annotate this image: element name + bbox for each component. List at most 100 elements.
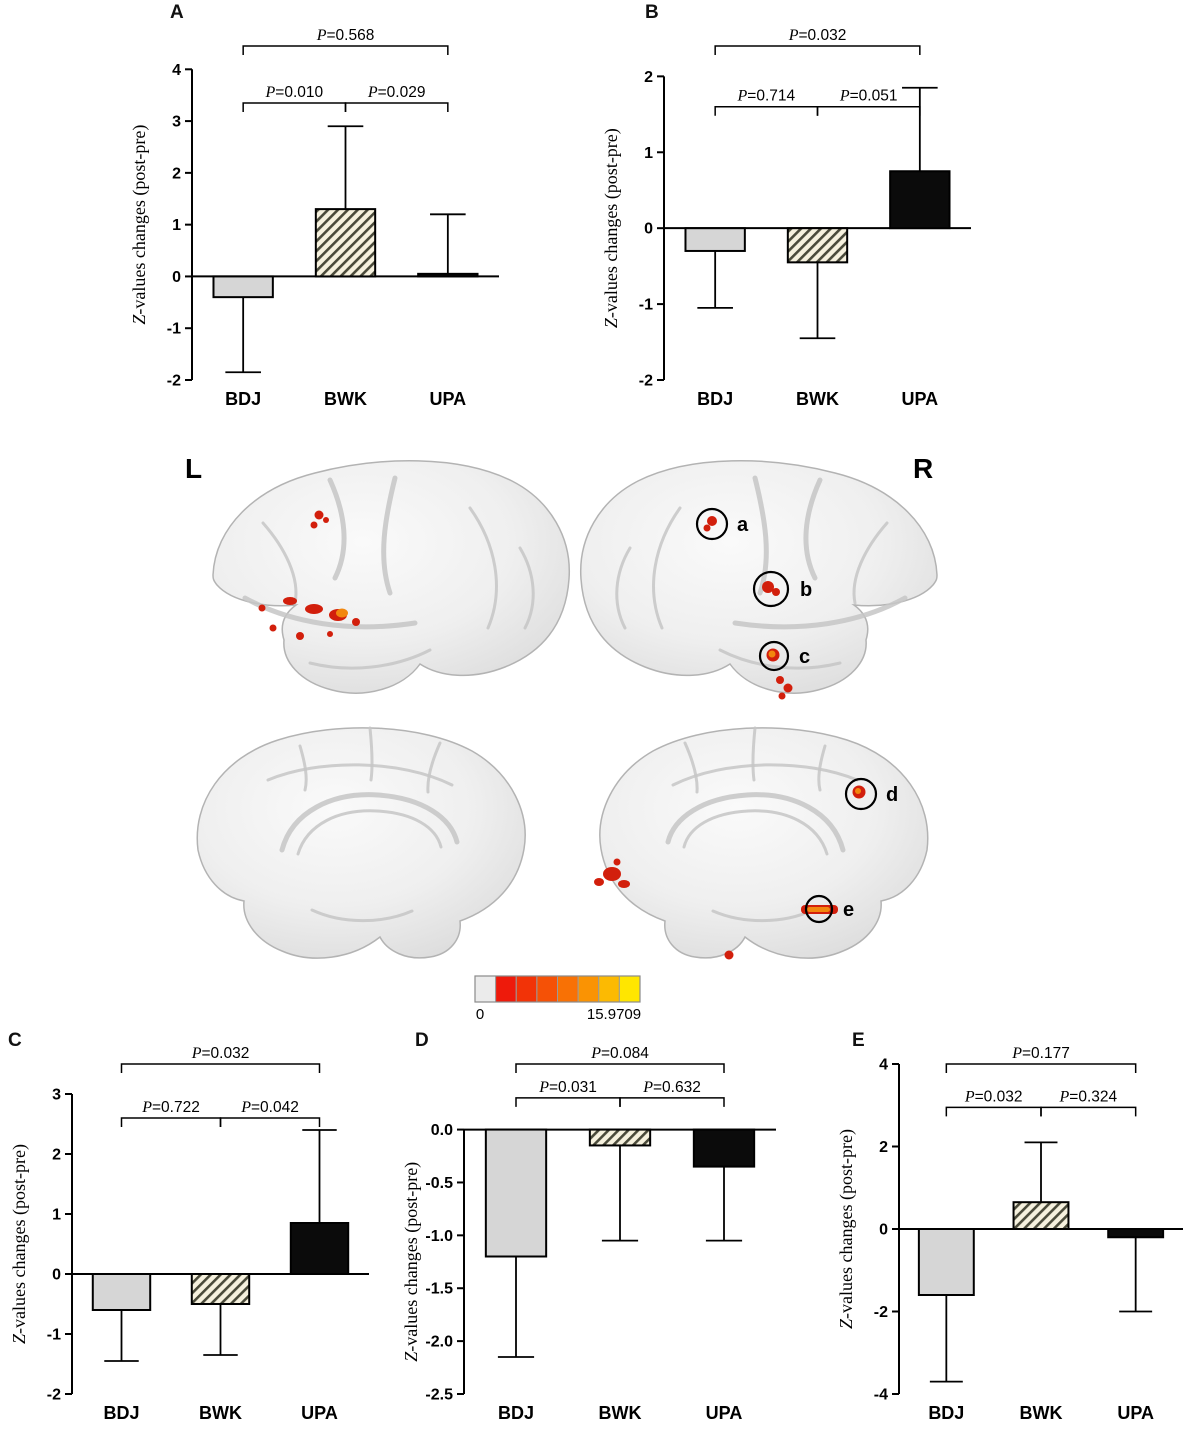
- bar-chart-panel-b: 2 1 0 -1 -2 Z-values changes (post-pre) BDJ BWK…: [601, 27, 971, 409]
- svg-text:BWK: BWK: [199, 1403, 242, 1423]
- svg-text:P=0.032: P=0.032: [964, 1088, 1023, 1105]
- svg-text:UPA: UPA: [901, 389, 938, 409]
- svg-text:-2: -2: [47, 1387, 61, 1404]
- svg-text:-1: -1: [167, 321, 181, 338]
- svg-text:2: 2: [644, 69, 653, 86]
- svg-text:BDJ: BDJ: [498, 1403, 534, 1423]
- region-circle-e: [804, 894, 834, 924]
- svg-text:P=0.032: P=0.032: [788, 27, 847, 44]
- svg-text:BDJ: BDJ: [103, 1403, 139, 1423]
- svg-text:P=0.042: P=0.042: [240, 1099, 299, 1116]
- bar-chart-panel-e: 4 2 0 -2 -4 Z-values changes (post-pre) BDJ BWK…: [836, 1045, 1183, 1423]
- region-circle-d: [844, 777, 878, 811]
- svg-text:Z-values changes (post-pre): Z-values changes (post-pre): [129, 125, 150, 325]
- svg-text:BDJ: BDJ: [225, 389, 261, 409]
- svg-text:0: 0: [172, 269, 181, 286]
- svg-text:2: 2: [172, 165, 181, 182]
- brain-right-medial: d e: [594, 726, 929, 960]
- region-label-a: a: [737, 514, 749, 536]
- brain-left-lateral: [212, 460, 571, 694]
- svg-text:Z-values changes (post-pre): Z-values changes (post-pre): [601, 128, 622, 328]
- bar-chart-panel-c: 3 2 1 0 -1 -2 Z-values changes (post-pre) BDJ BW…: [9, 1045, 369, 1423]
- svg-text:BWK: BWK: [599, 1403, 642, 1423]
- svg-text:UPA: UPA: [429, 389, 466, 409]
- region-label-b: b: [800, 579, 812, 601]
- svg-text:UPA: UPA: [706, 1403, 743, 1423]
- activation-spots-left-lateral: [258, 510, 360, 640]
- activation-spots-right-lateral: [703, 516, 793, 700]
- brain-right-lateral: a b c: [579, 460, 938, 700]
- svg-text:-1: -1: [639, 297, 653, 314]
- svg-text:3: 3: [52, 1087, 61, 1104]
- svg-text:0: 0: [52, 1267, 61, 1284]
- svg-text:-2.5: -2.5: [425, 1387, 453, 1404]
- right-hemisphere-label: R: [913, 453, 933, 484]
- panel-e-label: E: [852, 1030, 865, 1051]
- svg-text:BWK: BWK: [1020, 1403, 1063, 1423]
- panel-d: D 0.0 -0.5 -1.0 -1.5 -2.0 -2.5 Z-values change…: [400, 1028, 790, 1428]
- region-label-d: d: [886, 784, 898, 806]
- panel-b-label: B: [645, 2, 659, 23]
- region-circle-b: [752, 570, 790, 608]
- svg-text:-4: -4: [874, 1387, 888, 1404]
- svg-text:2: 2: [879, 1139, 888, 1156]
- panel-e: E 4 2 0 -2 -4 Z-values changes (post-pre) BDJ B…: [835, 1028, 1197, 1428]
- region-circle-a: [695, 507, 729, 541]
- svg-text:4: 4: [172, 62, 181, 79]
- svg-text:1: 1: [52, 1207, 61, 1224]
- svg-text:P=0.568: P=0.568: [316, 27, 375, 44]
- colorbar-gradient: [474, 975, 641, 1003]
- svg-text:BDJ: BDJ: [928, 1403, 964, 1423]
- svg-text:P=0.051: P=0.051: [839, 88, 898, 105]
- panel-a: A 4 3 2 1 0 -1 -2 Z-values changes (post-pre) BD…: [128, 0, 513, 424]
- svg-text:BWK: BWK: [796, 389, 839, 409]
- brain-figure: L R: [185, 453, 938, 1020]
- svg-text:P=0.722: P=0.722: [141, 1099, 200, 1116]
- region-label-e: e: [843, 899, 854, 921]
- svg-text:P=0.010: P=0.010: [265, 84, 324, 101]
- svg-text:-2: -2: [639, 373, 653, 390]
- svg-text:-1.0: -1.0: [425, 1228, 453, 1245]
- svg-text:UPA: UPA: [301, 1403, 338, 1423]
- svg-text:-2: -2: [167, 373, 181, 390]
- svg-text:BWK: BWK: [324, 389, 367, 409]
- svg-text:Z-values changes (post-pre): Z-values changes (post-pre): [9, 1144, 30, 1344]
- svg-text:0.0: 0.0: [431, 1122, 453, 1139]
- svg-text:4: 4: [879, 1057, 888, 1074]
- svg-text:P=0.714: P=0.714: [737, 88, 796, 105]
- colorbar: 0 15.9709: [474, 975, 641, 1020]
- activation-spots-right-medial: [594, 785, 866, 960]
- svg-text:1: 1: [172, 217, 181, 234]
- svg-text:1: 1: [644, 145, 653, 162]
- bar-chart-panel-a: 4 3 2 1 0 -1 -2 Z-values changes (post-pre) BDJ B…: [129, 27, 499, 409]
- panel-c-label: C: [8, 1030, 22, 1051]
- svg-text:P=0.031: P=0.031: [538, 1079, 597, 1096]
- svg-text:-1: -1: [47, 1327, 61, 1344]
- svg-text:-2: -2: [874, 1304, 888, 1321]
- svg-text:P=0.084: P=0.084: [590, 1045, 649, 1062]
- svg-text:UPA: UPA: [1117, 1403, 1154, 1423]
- panel-b: B 2 1 0 -1 -2 Z-values changes (post-pre) BDJ B…: [600, 0, 985, 424]
- svg-text:0: 0: [879, 1222, 888, 1239]
- region-circle-c: [758, 640, 790, 672]
- svg-text:-2.0: -2.0: [425, 1334, 453, 1351]
- bar-chart-panel-d: 0.0 -0.5 -1.0 -1.5 -2.0 -2.5 Z-values changes …: [401, 1045, 776, 1423]
- svg-text:BDJ: BDJ: [697, 389, 733, 409]
- svg-text:-1.5: -1.5: [425, 1281, 453, 1298]
- svg-text:P=0.632: P=0.632: [642, 1079, 701, 1096]
- svg-text:-0.5: -0.5: [425, 1175, 453, 1192]
- svg-text:Z-values changes (post-pre): Z-values changes (post-pre): [401, 1162, 422, 1362]
- colorbar-min-label: 0: [476, 1006, 484, 1020]
- brain-left-medial: [196, 726, 526, 959]
- panel-d-label: D: [415, 1030, 429, 1051]
- svg-text:3: 3: [172, 114, 181, 131]
- colorbar-border: [474, 975, 641, 1003]
- svg-text:2: 2: [52, 1147, 61, 1164]
- svg-text:P=0.177: P=0.177: [1011, 1045, 1070, 1062]
- svg-text:P=0.029: P=0.029: [367, 84, 426, 101]
- colorbar-max-label: 15.9709: [587, 1006, 641, 1020]
- svg-text:P=0.324: P=0.324: [1059, 1088, 1118, 1105]
- panel-c: C 3 2 1 0 -1 -2 Z-values changes (post-pre) BDJ…: [8, 1028, 383, 1428]
- svg-text:P=0.032: P=0.032: [191, 1045, 250, 1062]
